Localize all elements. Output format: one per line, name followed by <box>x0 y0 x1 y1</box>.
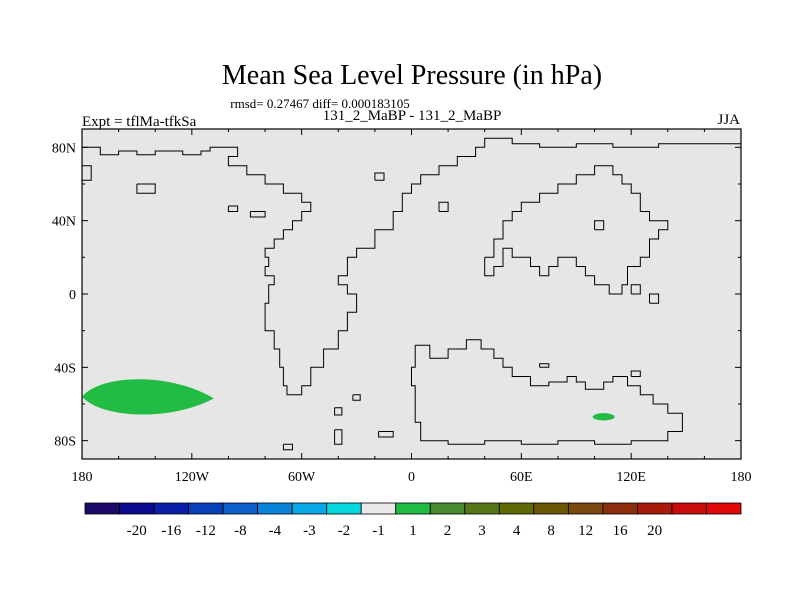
colorbar-label: -3 <box>303 523 316 539</box>
colorbar-label: 2 <box>444 523 452 539</box>
coastline-1 <box>82 165 92 181</box>
colorbar-box <box>119 502 155 515</box>
colorbar-label: 20 <box>647 523 662 539</box>
colorbar-box <box>671 502 707 515</box>
comparison-label: 131_2_MaBP - 131_2_MaBP <box>323 108 502 124</box>
x-tick-label: 0 <box>408 470 415 485</box>
y-tick-label: 40N <box>52 215 76 230</box>
coastline-14 <box>594 220 605 231</box>
season-label: JJA <box>717 112 740 128</box>
colorbar-label: -16 <box>161 523 181 539</box>
colorbar-box <box>84 502 120 515</box>
coastline-0 <box>82 137 741 396</box>
colorbar-box <box>360 502 397 515</box>
coastline-2 <box>374 172 385 181</box>
x-tick-label: 180 <box>731 470 752 485</box>
x-tick-label: 60E <box>510 470 533 485</box>
coastline-18 <box>136 183 156 194</box>
chart-title: Mean Sea Level Pressure (in hPa) <box>222 60 602 91</box>
colorbar-box <box>395 502 431 515</box>
y-tick-label: 80S <box>54 435 76 450</box>
colorbar: -20 -16 -12 -8 -4 -3 -2 -1 1 2 3 4 8 12 16 20 <box>84 502 742 539</box>
colorbar-label: 12 <box>578 523 593 539</box>
colorbar-label: 1 <box>409 523 417 539</box>
south-pacific-anomaly <box>82 379 214 415</box>
colorbar-box <box>429 502 466 515</box>
colorbar-box <box>533 502 569 515</box>
coastline-6 <box>334 429 343 445</box>
colorbar-box <box>498 502 535 515</box>
colorbar-box <box>326 502 362 515</box>
coastline-10 <box>539 363 550 368</box>
y-tick-label: 0 <box>69 288 76 303</box>
coastline-15 <box>438 201 449 212</box>
experiment-label: Expt = tflMa-tfkSa <box>82 114 197 130</box>
colorbar-label: 16 <box>613 523 629 539</box>
colorbar-label: -12 <box>196 523 216 539</box>
colorbar-box <box>637 502 673 515</box>
coastline-3 <box>334 407 343 416</box>
indian-ocean-anomaly <box>592 413 615 421</box>
map-plot-area: 180 120W 60W 0 60E 120E 180 80N 40N 0 40S 80S <box>52 128 752 485</box>
colorbar-box <box>153 502 189 515</box>
coastline-9 <box>630 370 641 377</box>
colorbar-box <box>567 502 604 515</box>
x-tick-label: 60W <box>288 470 316 485</box>
coastline-17 <box>227 205 239 212</box>
colorbar-box <box>706 502 742 515</box>
coastline-8 <box>411 339 683 445</box>
colorbar-label: -4 <box>269 523 282 539</box>
coastline-4 <box>352 394 361 401</box>
stats-line: rmsd= 0.27467 diff= 0.000183105 <box>230 96 409 111</box>
colorbar-label: -1 <box>372 523 385 539</box>
x-tick-label: 120W <box>175 470 210 485</box>
coastline-16 <box>249 211 266 218</box>
y-tick-label: 40S <box>54 361 76 376</box>
coastline-7 <box>378 431 394 438</box>
colorbar-box <box>222 502 259 515</box>
colorbar-label: -20 <box>127 523 147 539</box>
colorbar-box <box>188 502 224 515</box>
x-tick-label: 180 <box>72 470 93 485</box>
colorbar-label: 4 <box>513 523 521 539</box>
coastline-13 <box>649 293 660 304</box>
colorbar-label: -2 <box>338 523 351 539</box>
colorbar-box <box>602 502 638 515</box>
x-tick-label: 120E <box>616 470 646 485</box>
colorbar-label: 8 <box>547 523 555 539</box>
colorbar-box <box>464 502 500 515</box>
colorbar-box <box>257 502 293 515</box>
colorbar-label: -8 <box>234 523 247 539</box>
y-tick-label: 80N <box>52 141 76 156</box>
colorbar-box <box>291 502 328 515</box>
colorbar-label: 3 <box>478 523 486 539</box>
coastline-5 <box>282 443 293 451</box>
coastline-11 <box>484 165 669 295</box>
coastline-12 <box>630 284 641 295</box>
